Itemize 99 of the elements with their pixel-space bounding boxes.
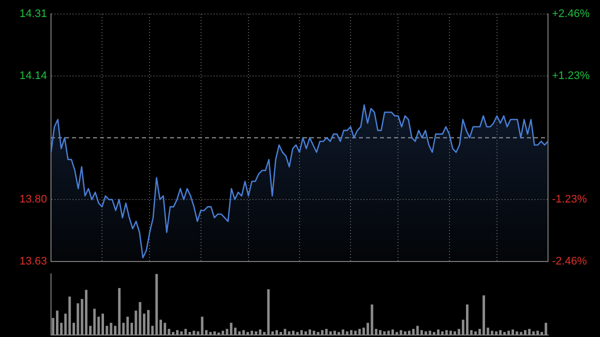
bar (296, 332, 299, 335)
bar (230, 322, 232, 335)
bar (76, 303, 80, 335)
bar (424, 331, 428, 335)
bar (308, 330, 312, 335)
bar (271, 331, 274, 335)
bar (68, 296, 71, 335)
bar (416, 326, 419, 335)
bar (544, 322, 548, 335)
bar (329, 331, 332, 335)
bar (118, 288, 121, 335)
bar (102, 314, 104, 335)
bar (412, 328, 415, 335)
bar (420, 330, 423, 335)
bar (437, 330, 440, 335)
bar (458, 328, 460, 335)
bar (213, 331, 216, 335)
bar (84, 290, 88, 335)
bar (172, 332, 174, 335)
bar (97, 316, 100, 335)
bar (56, 310, 58, 335)
bar (93, 308, 96, 335)
y2-tick-label: -2.46% (552, 255, 588, 268)
bar (454, 331, 456, 335)
bar (449, 330, 452, 335)
bar (184, 328, 187, 335)
bar (242, 330, 245, 335)
bar (110, 322, 112, 335)
bar (168, 328, 170, 335)
bar (321, 330, 324, 335)
bar (192, 330, 196, 335)
bar (267, 289, 270, 335)
bar (391, 330, 394, 335)
bar (370, 304, 374, 335)
bar (350, 330, 353, 335)
bar (474, 331, 477, 335)
bar (342, 330, 344, 335)
bar (147, 310, 150, 335)
y-tick-label: 14.31 (19, 8, 47, 20)
bar (408, 330, 410, 335)
bar (507, 330, 510, 335)
bar (155, 274, 158, 335)
bar (138, 302, 142, 335)
y2-tick-label: +2.46% (552, 8, 590, 20)
bar (180, 331, 183, 335)
y-tick-label: 14.14 (19, 70, 47, 82)
bar (482, 295, 486, 335)
bar (524, 330, 526, 335)
bar (338, 332, 340, 335)
bar (325, 328, 328, 335)
bar (441, 331, 444, 335)
bar (246, 332, 249, 335)
bar (387, 330, 390, 335)
bar (400, 330, 402, 335)
bar (164, 322, 166, 335)
bar (499, 330, 502, 335)
bar (445, 330, 448, 335)
y-tick-label: 13.63 (19, 255, 47, 268)
y-tick-label: 13.80 (19, 194, 47, 206)
bar (238, 331, 241, 335)
bar (374, 328, 378, 335)
bar (300, 330, 303, 335)
bar (383, 331, 386, 335)
bar (292, 330, 295, 335)
bar (520, 332, 522, 335)
bar (134, 310, 138, 335)
bar (404, 331, 406, 335)
bar (258, 330, 262, 335)
bar (536, 330, 539, 335)
bar (333, 330, 336, 335)
bar (512, 330, 514, 335)
bar (428, 330, 432, 335)
bar (432, 332, 436, 335)
bar (396, 332, 398, 335)
bar (200, 316, 204, 335)
bar (304, 331, 307, 335)
bar (254, 331, 258, 335)
bar (466, 304, 468, 335)
bar (288, 331, 290, 335)
bar (176, 330, 179, 335)
bar (490, 330, 494, 335)
bar (354, 330, 357, 335)
bar (222, 330, 224, 335)
bar (280, 332, 282, 335)
bar (516, 331, 518, 335)
bar (188, 332, 191, 335)
bar (494, 331, 498, 335)
bar (503, 332, 506, 335)
bar (316, 332, 320, 335)
bar (379, 330, 382, 335)
bar (250, 330, 254, 335)
bar (358, 328, 361, 335)
bar (346, 331, 348, 335)
y2-tick-label: -1.23% (552, 194, 588, 206)
bar (209, 332, 212, 335)
bar (528, 328, 531, 335)
y2-tick-label: +1.23% (552, 70, 590, 82)
bar (126, 316, 129, 335)
bar (275, 330, 278, 335)
